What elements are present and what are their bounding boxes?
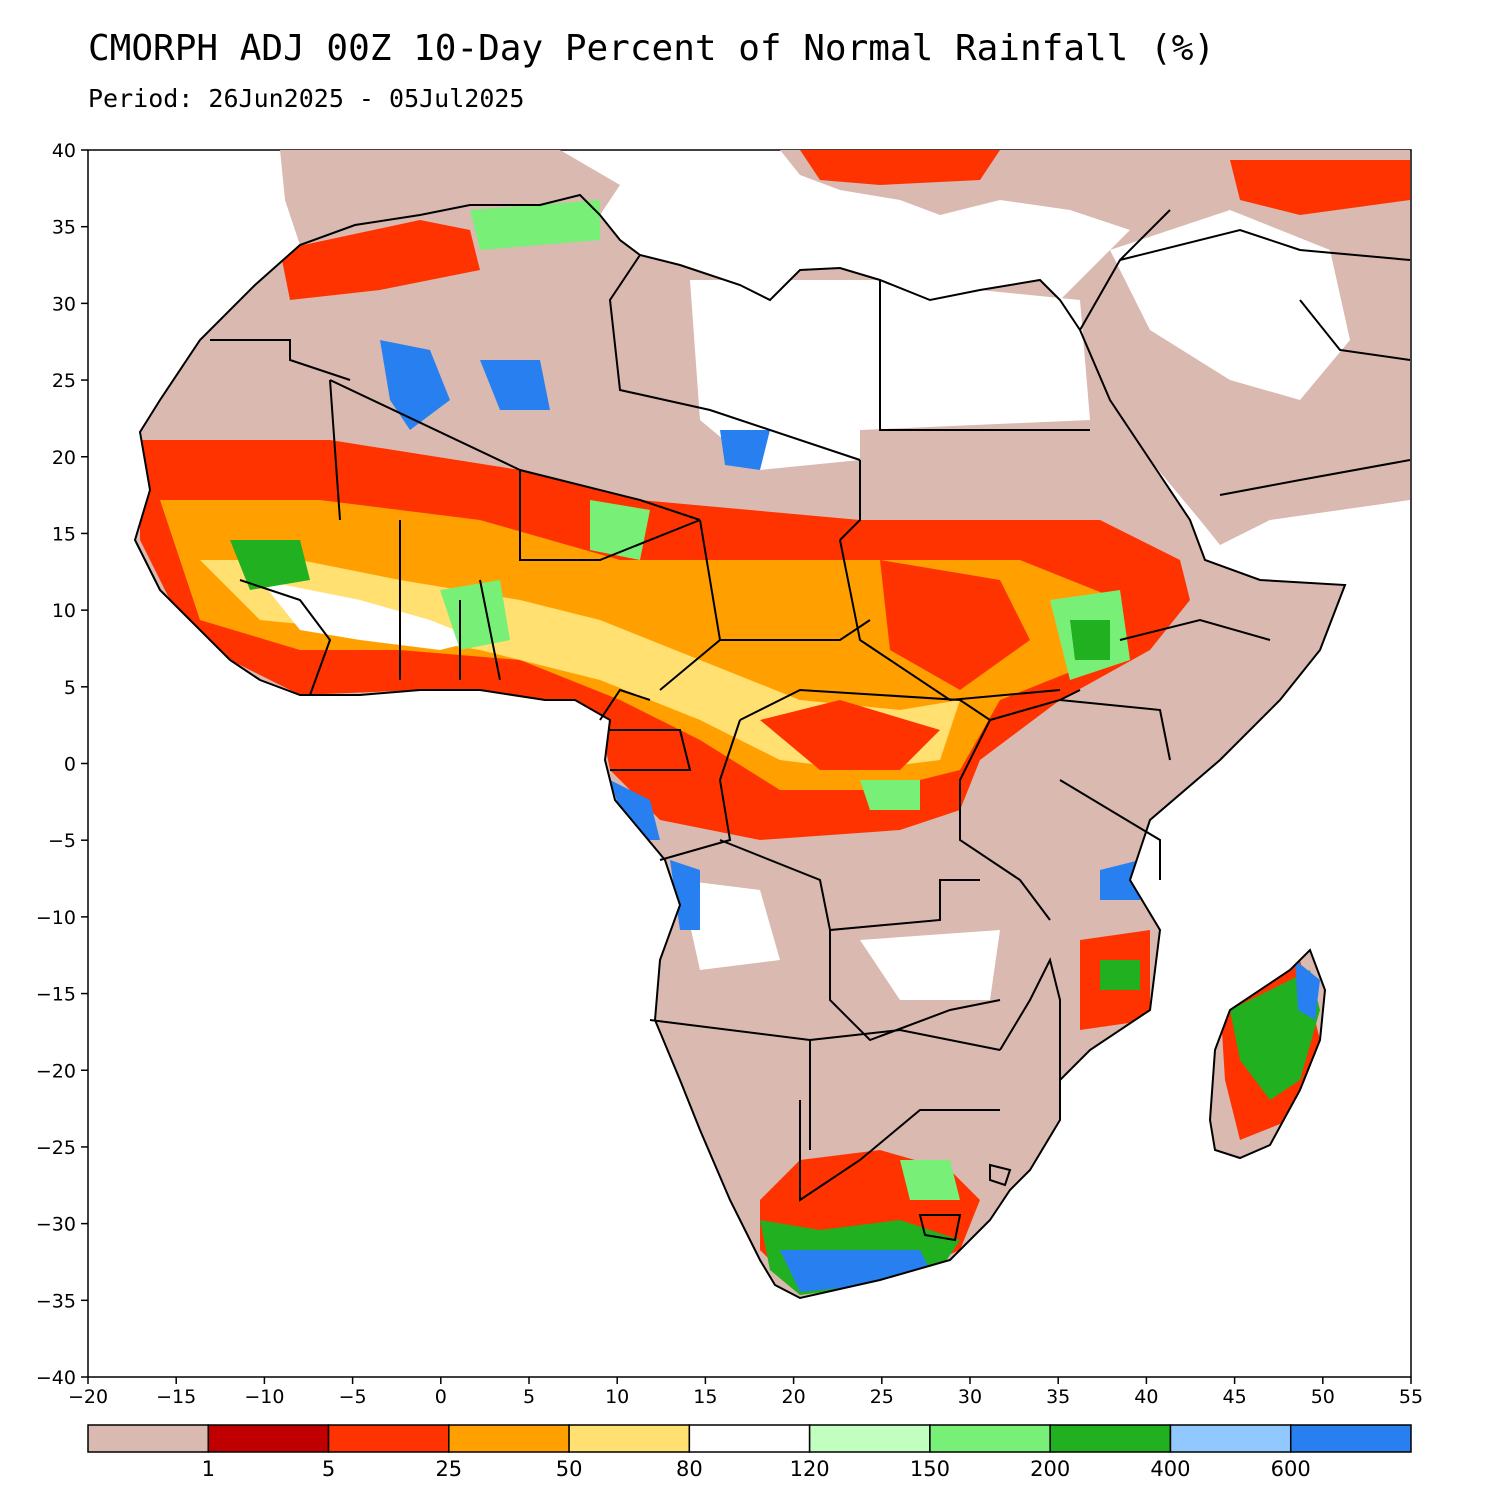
no-rain-area: [1110, 210, 1350, 400]
period-label: Period: 26Jun2025 - 05Jul2025: [88, 84, 525, 113]
y-tick-label: −20: [36, 1060, 76, 1082]
x-tick-label: 30: [958, 1386, 982, 1408]
above-normal-patch: [900, 1160, 960, 1200]
much-above-patch: [480, 360, 550, 410]
y-tick-label: 20: [52, 447, 76, 469]
colorbar-swatch: [568, 1424, 691, 1453]
x-tick-label: 15: [693, 1386, 717, 1408]
above-normal-patch: [1100, 960, 1140, 990]
colorbar-swatch: [87, 1424, 210, 1453]
y-tick-label: 30: [52, 293, 76, 315]
x-tick-label: 50: [1311, 1386, 1335, 1408]
y-tick-label: −15: [36, 984, 76, 1006]
y-tick-label: 10: [52, 600, 76, 622]
y-tick-label: 0: [64, 754, 76, 776]
x-tick-label: −10: [244, 1386, 284, 1408]
above-normal-patch: [1070, 620, 1110, 660]
y-axis-ticks: 40 35 30 25 20 15 10 5 0 −5 −10 −15 −20 −25 −30 −35 −40: [36, 140, 88, 1389]
x-tick-label: 45: [1223, 1386, 1247, 1408]
x-tick-label: 40: [1134, 1386, 1158, 1408]
deficit-patch: [280, 220, 480, 300]
x-tick-label: 5: [523, 1386, 535, 1408]
y-tick-label: 5: [64, 677, 76, 699]
x-tick-label: 55: [1399, 1386, 1423, 1408]
colorbar-swatch: [688, 1424, 811, 1453]
y-tick-label: −5: [48, 830, 76, 852]
x-axis-ticks: −20 −15 −10 −5 0 5 10 15 20 25 30 35 40 45 50 55: [68, 1377, 1423, 1408]
colorbar-label: 200: [1030, 1457, 1070, 1481]
x-tick-label: 10: [605, 1386, 629, 1408]
y-tick-label: 15: [52, 523, 76, 545]
colorbar-label: 50: [556, 1457, 583, 1481]
much-above-patch: [1100, 860, 1140, 900]
y-tick-label: −30: [36, 1214, 76, 1236]
colorbar-swatch: [808, 1424, 931, 1453]
deficit-patch: [760, 700, 940, 770]
map-title: CMORPH ADJ 00Z 10-Day Percent of Normal …: [88, 28, 1216, 69]
colorbar: 1 5 25 50 80 120 150 200 400 600: [87, 1424, 1412, 1481]
colorbar-label: 150: [910, 1457, 950, 1481]
y-tick-label: 25: [52, 370, 76, 392]
no-rain-area: [690, 280, 1090, 470]
much-above-patch: [380, 340, 450, 430]
colorbar-label: 120: [790, 1457, 830, 1481]
much-above-patch: [780, 1250, 930, 1292]
colorbar-swatch: [327, 1424, 450, 1453]
x-tick-label: 35: [1046, 1386, 1070, 1408]
colorbar-swatch: [1289, 1424, 1412, 1453]
colorbar-label: 5: [322, 1457, 335, 1481]
above-normal-patch: [860, 780, 920, 810]
colorbar-label: 400: [1150, 1457, 1190, 1481]
x-tick-label: 25: [870, 1386, 894, 1408]
x-tick-label: 20: [782, 1386, 806, 1408]
x-tick-label: −20: [68, 1386, 108, 1408]
deficit-patch: [1230, 160, 1410, 215]
x-tick-label: 0: [435, 1386, 447, 1408]
y-tick-label: 40: [52, 140, 76, 162]
y-tick-label: −10: [36, 907, 76, 929]
above-normal-patch: [440, 580, 510, 650]
much-above-patch: [1295, 960, 1320, 1020]
colorbar-swatch: [1049, 1424, 1172, 1453]
much-above-patch: [610, 780, 660, 840]
y-tick-label: −40: [36, 1367, 76, 1389]
colorbar-label: 80: [676, 1457, 703, 1481]
no-rain-area: [860, 930, 1000, 1000]
colorbar-swatch: [448, 1424, 570, 1453]
no-rain-area: [680, 880, 780, 970]
colorbar-label: 25: [435, 1457, 462, 1481]
above-normal-patch: [230, 540, 310, 590]
x-tick-label: −15: [156, 1386, 196, 1408]
colorbar-label: 1: [202, 1457, 215, 1481]
deficit-patch: [880, 560, 1030, 690]
above-normal-patch: [470, 200, 600, 250]
country-borders: [133, 193, 1411, 1300]
much-above-patch: [720, 430, 770, 470]
deficit-patch: [800, 150, 1000, 185]
colorbar-swatch: [207, 1424, 330, 1453]
above-normal-patch: [1230, 970, 1320, 1100]
colorbar-swatch: [1169, 1424, 1292, 1453]
normal-patch: [260, 580, 480, 650]
y-tick-label: −25: [36, 1137, 76, 1159]
y-tick-label: 35: [52, 217, 76, 239]
x-tick-label: −5: [339, 1386, 367, 1408]
colorbar-label: 600: [1271, 1457, 1311, 1481]
colorbar-swatch: [929, 1424, 1051, 1453]
y-tick-label: −35: [36, 1290, 76, 1312]
